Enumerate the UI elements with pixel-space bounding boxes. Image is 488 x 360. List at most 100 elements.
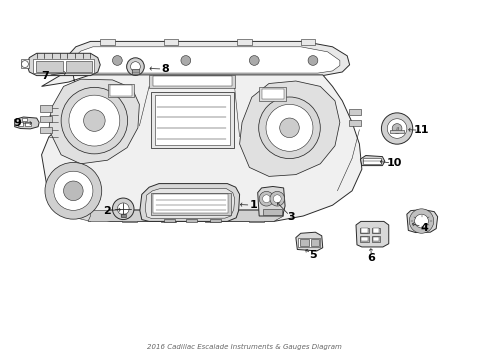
Bar — [359, 228, 368, 233]
Bar — [40, 105, 52, 112]
Bar — [371, 236, 380, 242]
Bar — [360, 228, 367, 233]
Bar — [372, 228, 379, 233]
Polygon shape — [360, 156, 384, 166]
Text: 11: 11 — [413, 125, 428, 135]
Ellipse shape — [61, 87, 127, 154]
Bar — [122, 214, 137, 222]
Polygon shape — [406, 210, 437, 233]
Ellipse shape — [408, 209, 433, 233]
Text: 2: 2 — [102, 206, 110, 216]
Bar — [153, 194, 228, 213]
Ellipse shape — [63, 181, 83, 201]
Text: 3: 3 — [287, 212, 295, 222]
Ellipse shape — [45, 162, 102, 219]
Polygon shape — [73, 47, 339, 73]
Ellipse shape — [112, 55, 122, 66]
Text: 4: 4 — [420, 222, 427, 233]
Polygon shape — [49, 79, 139, 164]
Polygon shape — [295, 232, 322, 251]
Ellipse shape — [381, 113, 412, 144]
Polygon shape — [257, 186, 285, 216]
Bar — [362, 158, 381, 164]
Bar — [371, 228, 380, 233]
Bar — [210, 219, 221, 222]
Ellipse shape — [112, 198, 134, 220]
Bar — [25, 122, 31, 126]
Ellipse shape — [414, 214, 427, 228]
Text: 8: 8 — [161, 64, 169, 74]
Bar — [348, 109, 360, 115]
Bar — [21, 118, 27, 121]
Ellipse shape — [279, 118, 299, 138]
Ellipse shape — [21, 60, 28, 68]
Polygon shape — [140, 184, 239, 221]
Ellipse shape — [259, 192, 273, 206]
Bar — [121, 214, 125, 217]
Polygon shape — [46, 180, 95, 221]
Text: 9: 9 — [14, 118, 21, 128]
Bar — [359, 236, 368, 242]
Ellipse shape — [307, 55, 317, 66]
Bar — [36, 61, 63, 72]
Text: 10: 10 — [386, 158, 401, 168]
Polygon shape — [66, 41, 349, 76]
Bar — [150, 193, 230, 215]
Bar — [18, 122, 23, 126]
Ellipse shape — [265, 104, 312, 151]
Bar — [299, 239, 308, 246]
Bar — [150, 92, 233, 148]
Ellipse shape — [249, 55, 259, 66]
Ellipse shape — [83, 110, 105, 131]
Bar — [107, 84, 134, 97]
Bar — [261, 89, 283, 99]
Ellipse shape — [54, 171, 93, 210]
Text: 5: 5 — [309, 249, 317, 260]
Bar — [154, 95, 229, 145]
Polygon shape — [41, 72, 361, 221]
Bar — [163, 219, 174, 222]
Polygon shape — [145, 189, 234, 219]
Bar — [300, 39, 315, 45]
Bar — [310, 239, 319, 246]
Bar — [249, 214, 264, 222]
Bar — [152, 76, 231, 86]
Ellipse shape — [273, 195, 281, 203]
Polygon shape — [27, 53, 100, 76]
Bar — [40, 127, 52, 133]
Ellipse shape — [181, 55, 190, 66]
Text: 1: 1 — [249, 200, 257, 210]
Bar — [110, 209, 276, 220]
Ellipse shape — [69, 95, 120, 146]
Bar — [259, 87, 285, 101]
Ellipse shape — [269, 192, 284, 206]
Bar — [149, 75, 234, 88]
Bar — [372, 237, 379, 241]
Ellipse shape — [258, 97, 320, 159]
Polygon shape — [88, 211, 283, 221]
Bar — [389, 130, 403, 133]
Text: a: a — [395, 126, 398, 131]
Bar — [65, 61, 92, 72]
Polygon shape — [15, 117, 39, 129]
Ellipse shape — [117, 203, 129, 215]
Bar — [40, 116, 52, 122]
Bar — [237, 39, 251, 45]
Ellipse shape — [386, 119, 406, 138]
Bar — [205, 214, 220, 222]
Bar — [185, 219, 196, 222]
Text: 6: 6 — [367, 253, 375, 264]
Bar — [110, 85, 132, 96]
Polygon shape — [239, 81, 339, 176]
Bar — [20, 59, 29, 68]
Ellipse shape — [130, 62, 140, 72]
Bar — [100, 39, 115, 45]
Text: 7: 7 — [41, 71, 49, 81]
Bar — [132, 69, 139, 74]
Text: 2016 Cadillac Escalade Instruments & Gauges Diagram: 2016 Cadillac Escalade Instruments & Gau… — [147, 345, 341, 350]
Bar — [298, 238, 319, 247]
Polygon shape — [355, 221, 388, 247]
Bar — [263, 209, 281, 215]
Ellipse shape — [262, 195, 270, 203]
Bar — [360, 237, 367, 241]
